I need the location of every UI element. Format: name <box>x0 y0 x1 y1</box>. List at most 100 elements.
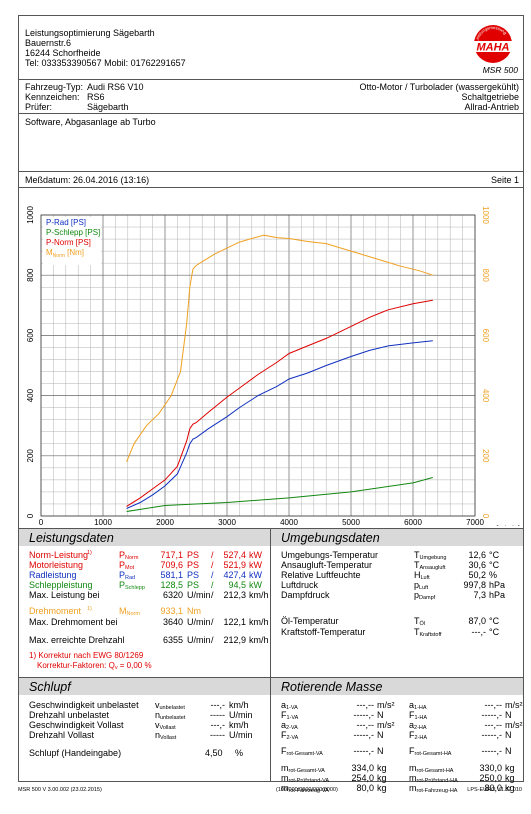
env-unit: °C <box>489 550 500 560</box>
row-unit-1: U/min <box>187 617 211 627</box>
x-tick-label: 5000 <box>342 518 360 526</box>
mass-left-symbol: F2-VA <box>281 730 299 741</box>
series-line-3 <box>126 234 433 462</box>
mass-right-value: -----,- <box>481 710 502 720</box>
row-footnote-mark: 1) <box>87 550 92 556</box>
mass-left-unit: N <box>377 710 384 720</box>
legend-entry: P-Norm [PS] <box>46 238 91 247</box>
slip-label: Drehzahl unbelastet <box>29 710 110 720</box>
row-label: Schleppleistung <box>29 580 93 590</box>
max-rpm-unit: U/min <box>187 635 211 645</box>
row-value-1: 933,1 <box>160 606 183 616</box>
rot-mass-right-value: 80,0 <box>484 783 502 793</box>
row-symbol: PNorm <box>119 550 139 561</box>
max-rpm-label: Max. erreichte Drehzahl <box>29 635 125 645</box>
row-separator: / <box>211 635 214 645</box>
mass-left-symbol: F1-VA <box>281 710 299 721</box>
row-unit-2: kW <box>249 550 262 560</box>
env-value: 7,3 <box>473 590 486 600</box>
x-tick-label: 2000 <box>156 518 174 526</box>
mass-right-symbol: a2-HA <box>409 720 427 731</box>
rot-mass-right-value: 330,0 <box>479 763 502 773</box>
row-separator: / <box>211 590 214 600</box>
row-unit-1: U/min <box>187 590 211 600</box>
company-phone: Tel: 033353390567 Mobil: 01762291657 <box>25 58 186 68</box>
row-value-1: 3640 <box>162 617 183 627</box>
x-tick-label: 1000 <box>94 518 112 526</box>
y-right-tick-label: 800 <box>481 269 490 283</box>
env-symbol: HLuft <box>414 570 430 581</box>
slip-unit: U/min <box>229 710 253 720</box>
row-label: Norm-Leistung <box>29 550 89 560</box>
row-unit-1: PS <box>187 580 200 590</box>
vehicle-type-label: Fahrzeug-Typ: <box>25 82 84 92</box>
rot-mass-right-symbol: mrot-Gesamt-HA <box>409 763 454 774</box>
correction-factor: Korrektur-Faktoren: Qv = 0,00 % <box>37 661 152 671</box>
rot-mass-right-value: 250,0 <box>479 773 502 783</box>
row-unit-2: kW <box>249 560 262 570</box>
y-left-tick-label: 200 <box>26 449 35 463</box>
env-symbol: TUmgebung <box>414 550 447 561</box>
mass-left-unit: m/s² <box>377 700 395 710</box>
force-total-left-value: -----,- <box>353 746 374 756</box>
rot-mass-left-value: 80,0 <box>356 783 374 793</box>
env-symbol: TÖl <box>414 616 425 627</box>
env-unit: °C <box>489 560 500 570</box>
chart-legend: P-Rad [PS]P-Schlepp [PS]P-Norm [PS]MNorm… <box>43 217 101 265</box>
footer-code: (100/000/0000/000/0000) <box>276 787 338 793</box>
y-left-tick-label: 800 <box>26 268 35 282</box>
y-left-tick-label: 600 <box>26 328 35 342</box>
env-symbol: pDampf <box>414 590 436 601</box>
y-right-tick-label: 1000 <box>481 206 490 224</box>
env-unit: °C <box>489 627 500 637</box>
env-unit: °C <box>489 616 500 626</box>
page-number: Seite 1 <box>490 175 519 185</box>
env-label: Relative Luftfeuchte <box>281 570 361 580</box>
row-unit-2: kW <box>249 580 262 590</box>
series-line-1 <box>126 477 433 512</box>
slip-value: ---,- <box>210 700 226 710</box>
rot-mass-right-unit: kg <box>505 773 515 783</box>
mass-left-value: -----,- <box>353 710 374 720</box>
x-tick-label: 0 <box>39 518 44 526</box>
row-value-1: 581,1 <box>160 570 183 580</box>
env-value: 997,8 <box>463 580 486 590</box>
gearbox-type: Schaltgetriebe <box>461 92 519 102</box>
env-value: 12,6 <box>468 550 486 560</box>
row-label: Max. Drehmoment bei <box>29 617 118 627</box>
rot-mass-left-unit: kg <box>377 783 387 793</box>
x-unit-label: n [U/min] <box>490 524 520 526</box>
slip-value: ---,- <box>210 720 226 730</box>
y-right-tick-label: 200 <box>481 449 490 463</box>
engine-type: Otto-Motor / Turbolader (wassergekühlt) <box>359 82 519 92</box>
env-unit: hPa <box>489 580 506 590</box>
row-symbol: MNorm <box>119 606 140 617</box>
mass-right-value: ---,-- <box>484 700 503 710</box>
slip-value: ----- <box>210 710 225 720</box>
company-street: Bauernstr.6 <box>25 38 72 48</box>
leistung-title: Leistungsdaten <box>29 531 114 545</box>
force-total-right-unit: N <box>505 746 512 756</box>
dyno-chart: 01000200030004000500060007000n [U/min]02… <box>26 206 520 526</box>
mass-right-unit: m/s² <box>505 720 523 730</box>
row-value-2: 427,4 <box>223 570 246 580</box>
env-label: Kraftstoff-Temperatur <box>281 627 366 637</box>
slip-symbol: vVollast <box>155 720 176 731</box>
divider <box>19 79 523 80</box>
row-footnote-mark: 1) <box>87 606 92 612</box>
y-right-tick-label: 400 <box>481 389 490 403</box>
rot-mass-left-value: 334,0 <box>351 763 374 773</box>
slip-unit: km/h <box>229 720 249 730</box>
row-unit-2: kW <box>249 570 262 580</box>
row-unit-2: km/h <box>249 617 269 627</box>
row-separator: / <box>211 550 214 560</box>
manual-slip-label: Schlupf (Handeingabe) <box>29 748 122 758</box>
force-total-right-symbol: Frot-Gesamt-HA <box>409 746 452 757</box>
x-tick-label: 7000 <box>466 518 484 526</box>
slip-symbol: nVollast <box>155 730 177 741</box>
leistung-header <box>19 529 270 546</box>
row-label: Motorleistung <box>29 560 84 570</box>
row-value-2: 122,1 <box>223 617 246 627</box>
row-separator: / <box>211 617 214 627</box>
row-label: Max. Leistung bei <box>29 590 100 600</box>
